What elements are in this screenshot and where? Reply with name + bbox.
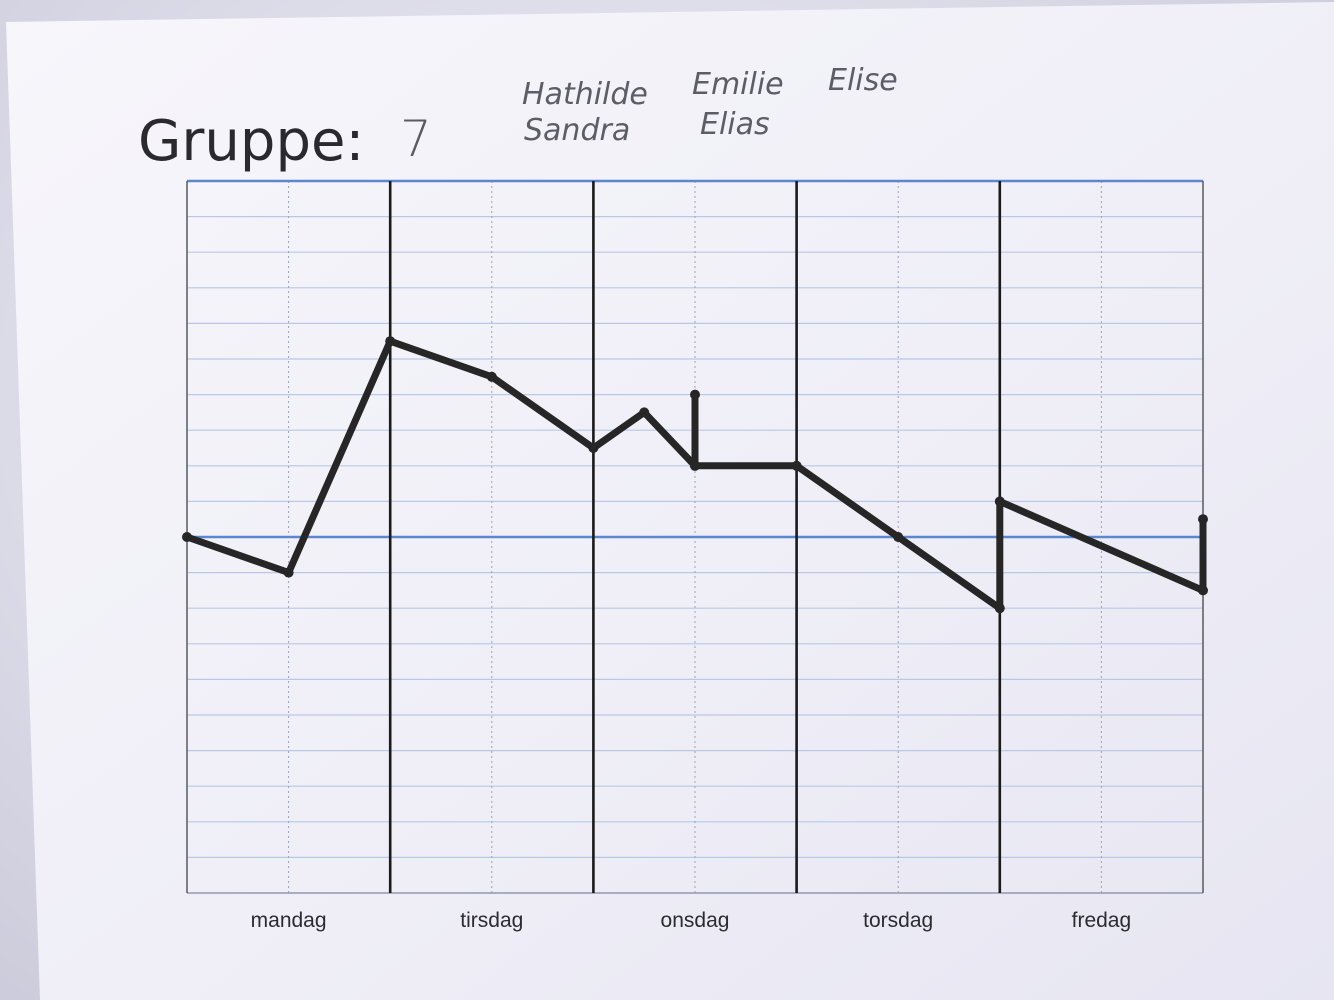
data-point: [283, 567, 294, 578]
x-tick-label: onsdag: [661, 909, 730, 932]
sheet-heading: Gruppe:: [138, 109, 364, 174]
member-name: Emilie: [692, 67, 784, 102]
group-number: 7: [400, 110, 432, 168]
hand-drawn-line-chart: mandag tirsdag onsdag torsdag fredag: [182, 179, 1208, 932]
member-name: Elias: [700, 107, 770, 142]
data-point: [893, 532, 904, 542]
data-point: [639, 407, 650, 418]
data-point: [1198, 514, 1208, 525]
chart-series: [182, 336, 1208, 614]
data-point: [791, 460, 802, 471]
data-point: [994, 603, 1005, 614]
data-point: [690, 460, 700, 471]
member-name: Elise: [828, 63, 898, 98]
data-point: [1198, 585, 1208, 596]
data-point: [690, 389, 700, 400]
data-point: [588, 443, 599, 453]
data-point: [182, 532, 192, 542]
member-names: Hathilde Emilie Elise Sandra Elias: [522, 63, 898, 148]
x-tick-label: mandag: [251, 909, 327, 932]
member-name: Hathilde: [522, 77, 648, 112]
data-point: [994, 496, 1005, 507]
data-point: [385, 336, 396, 347]
member-name: Sandra: [524, 113, 630, 148]
x-tick-label: tirsdag: [460, 909, 523, 932]
x-tick-label: fredag: [1072, 909, 1132, 932]
chart-x-labels: mandag tirsdag onsdag torsdag fredag: [251, 909, 1132, 932]
x-tick-label: torsdag: [863, 909, 933, 932]
data-point: [486, 371, 497, 382]
